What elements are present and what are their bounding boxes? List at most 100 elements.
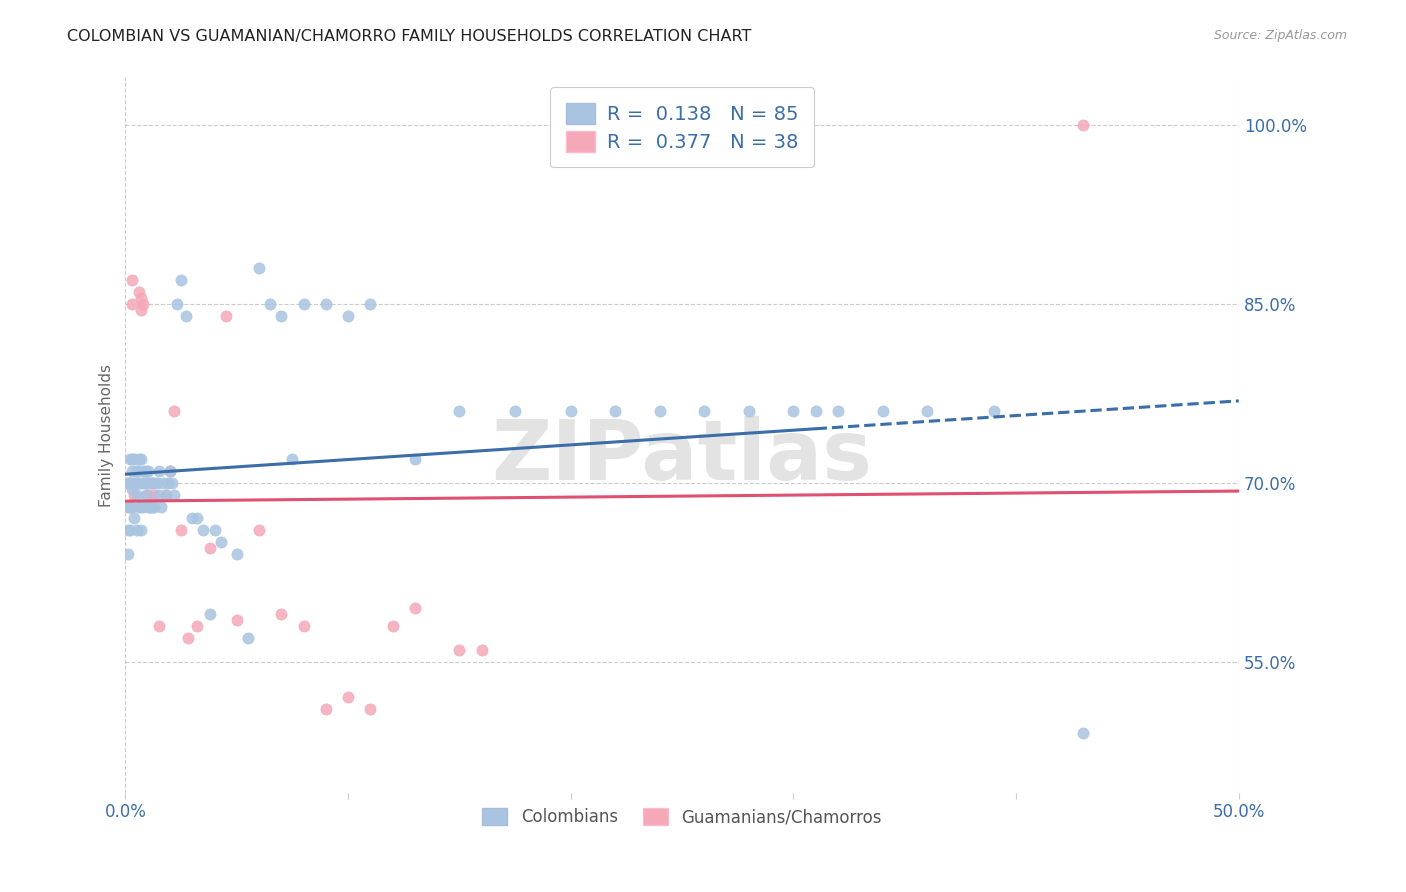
Point bbox=[174, 309, 197, 323]
Point bbox=[177, 631, 200, 645]
Point bbox=[915, 404, 938, 418]
Point bbox=[738, 404, 761, 418]
Point bbox=[128, 500, 150, 514]
Point bbox=[247, 524, 270, 538]
Point bbox=[128, 475, 150, 490]
Point bbox=[141, 475, 163, 490]
Point bbox=[134, 475, 156, 490]
Point bbox=[121, 500, 143, 514]
Point bbox=[170, 273, 193, 287]
Point bbox=[181, 511, 204, 525]
Point bbox=[132, 500, 155, 514]
Point bbox=[337, 309, 360, 323]
Point bbox=[139, 475, 162, 490]
Point bbox=[449, 404, 471, 418]
Point bbox=[148, 488, 170, 502]
Point bbox=[560, 404, 582, 418]
Point bbox=[145, 475, 167, 490]
Point bbox=[136, 475, 159, 490]
Point bbox=[152, 475, 174, 490]
Point bbox=[128, 451, 150, 466]
Point bbox=[782, 404, 804, 418]
Point bbox=[163, 404, 186, 418]
Point bbox=[136, 488, 159, 502]
Point bbox=[449, 642, 471, 657]
Point bbox=[163, 488, 186, 502]
Point bbox=[118, 500, 141, 514]
Point bbox=[148, 619, 170, 633]
Point bbox=[117, 475, 139, 490]
Point bbox=[132, 464, 155, 478]
Point bbox=[236, 631, 259, 645]
Point bbox=[136, 500, 159, 514]
Point bbox=[129, 475, 152, 490]
Point bbox=[270, 309, 292, 323]
Point bbox=[359, 702, 381, 716]
Point bbox=[155, 488, 177, 502]
Point bbox=[134, 464, 156, 478]
Point bbox=[117, 524, 139, 538]
Point bbox=[404, 600, 426, 615]
Point bbox=[139, 500, 162, 514]
Point bbox=[292, 619, 315, 633]
Point bbox=[155, 488, 177, 502]
Point bbox=[225, 547, 247, 561]
Point bbox=[125, 488, 148, 502]
Point bbox=[121, 273, 143, 287]
Point bbox=[186, 511, 208, 525]
Point bbox=[132, 297, 155, 311]
Point bbox=[1071, 118, 1094, 132]
Point bbox=[117, 475, 139, 490]
Point bbox=[160, 475, 183, 490]
Point bbox=[159, 464, 181, 478]
Point bbox=[124, 488, 146, 502]
Point bbox=[471, 642, 494, 657]
Point bbox=[124, 511, 146, 525]
Point bbox=[359, 297, 381, 311]
Point bbox=[125, 524, 148, 538]
Point bbox=[143, 475, 166, 490]
Point bbox=[198, 607, 221, 621]
Point bbox=[605, 404, 627, 418]
Legend: Colombians, Guamanians/Chamorros: Colombians, Guamanians/Chamorros bbox=[474, 799, 890, 834]
Point bbox=[121, 297, 143, 311]
Text: ZIPatlas: ZIPatlas bbox=[492, 416, 873, 497]
Y-axis label: Family Households: Family Households bbox=[100, 364, 114, 507]
Point bbox=[381, 619, 404, 633]
Point bbox=[118, 475, 141, 490]
Point bbox=[124, 475, 146, 490]
Point bbox=[150, 500, 173, 514]
Point bbox=[117, 500, 139, 514]
Point bbox=[292, 297, 315, 311]
Point bbox=[827, 404, 849, 418]
Point bbox=[148, 464, 170, 478]
Point bbox=[872, 404, 894, 418]
Point bbox=[129, 451, 152, 466]
Point bbox=[117, 547, 139, 561]
Point bbox=[170, 524, 193, 538]
Point bbox=[270, 607, 292, 621]
Point bbox=[141, 500, 163, 514]
Point bbox=[124, 475, 146, 490]
Text: COLOMBIAN VS GUAMANIAN/CHAMORRO FAMILY HOUSEHOLDS CORRELATION CHART: COLOMBIAN VS GUAMANIAN/CHAMORRO FAMILY H… bbox=[67, 29, 752, 44]
Point bbox=[648, 404, 671, 418]
Point bbox=[139, 500, 162, 514]
Point bbox=[315, 297, 337, 311]
Point bbox=[193, 524, 215, 538]
Point bbox=[166, 297, 188, 311]
Point bbox=[134, 488, 156, 502]
Point bbox=[337, 690, 360, 705]
Text: Source: ZipAtlas.com: Source: ZipAtlas.com bbox=[1213, 29, 1347, 42]
Point bbox=[156, 475, 179, 490]
Point bbox=[129, 524, 152, 538]
Point bbox=[186, 619, 208, 633]
Point bbox=[118, 524, 141, 538]
Point bbox=[129, 500, 152, 514]
Point bbox=[225, 613, 247, 627]
Point bbox=[693, 404, 716, 418]
Point bbox=[125, 464, 148, 478]
Point bbox=[125, 475, 148, 490]
Point bbox=[134, 475, 156, 490]
Point bbox=[983, 404, 1005, 418]
Point bbox=[404, 451, 426, 466]
